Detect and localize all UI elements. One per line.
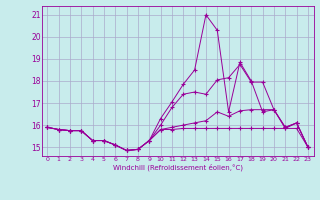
- X-axis label: Windchill (Refroidissement éolien,°C): Windchill (Refroidissement éolien,°C): [113, 163, 243, 171]
